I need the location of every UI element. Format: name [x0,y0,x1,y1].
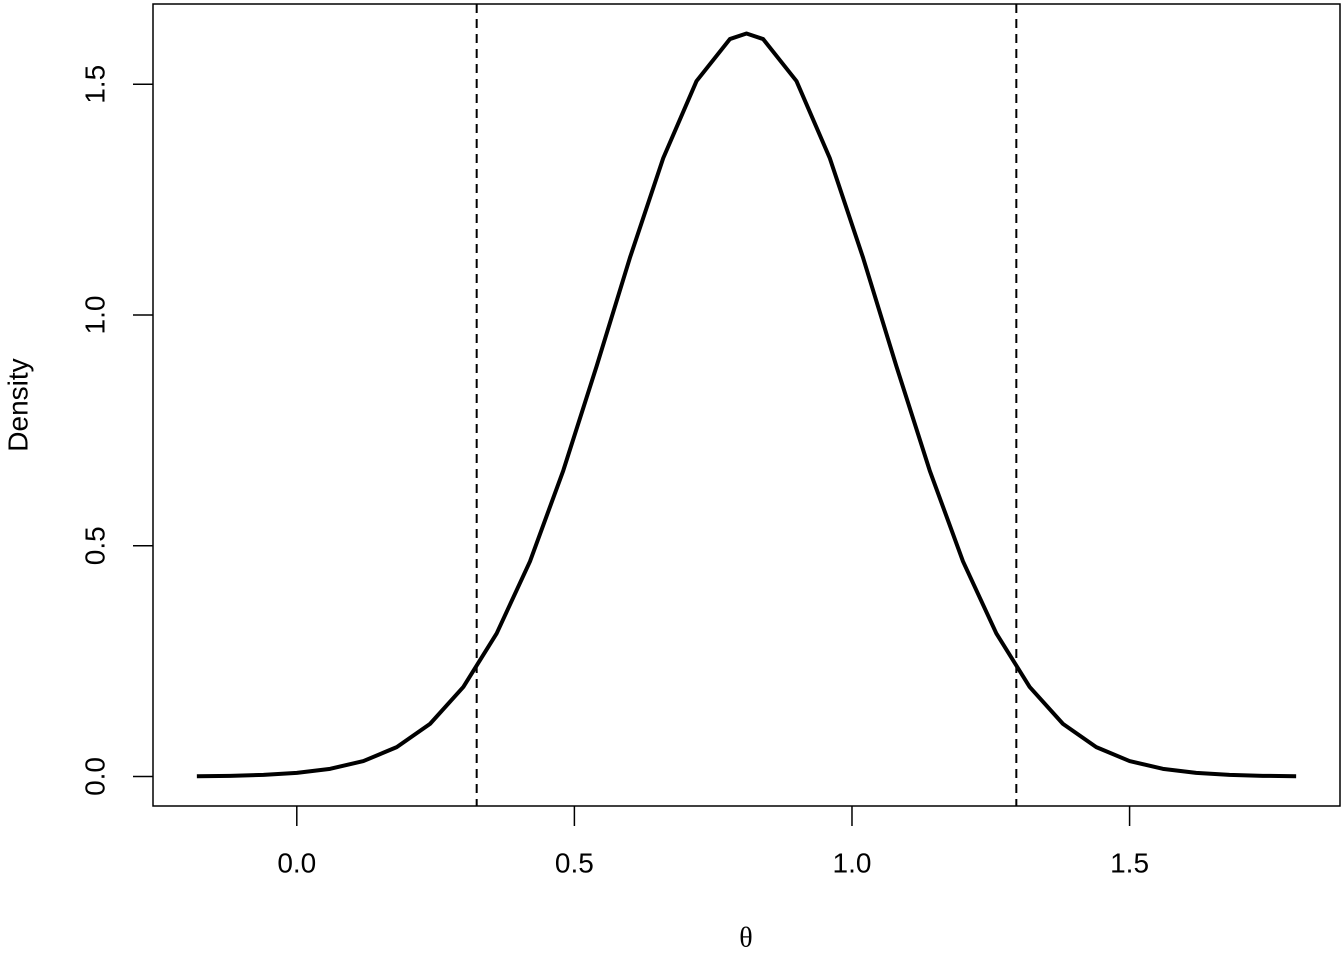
y-tick-label: 0.5 [79,526,110,565]
x-tick-label: 0.5 [555,847,594,878]
x-tick-label: 0.0 [277,847,316,878]
y-tick-label: 0.0 [79,757,110,796]
y-axis-label: Density [2,358,33,451]
density-curve [196,31,1297,779]
y-tick-label: 1.0 [79,296,110,335]
y-tick-label: 1.5 [79,65,110,104]
plot-frame [152,3,1341,807]
x-axis-label: θ [739,922,752,953]
x-tick-label: 1.0 [833,847,872,878]
x-tick-label: 1.5 [1110,847,1149,878]
